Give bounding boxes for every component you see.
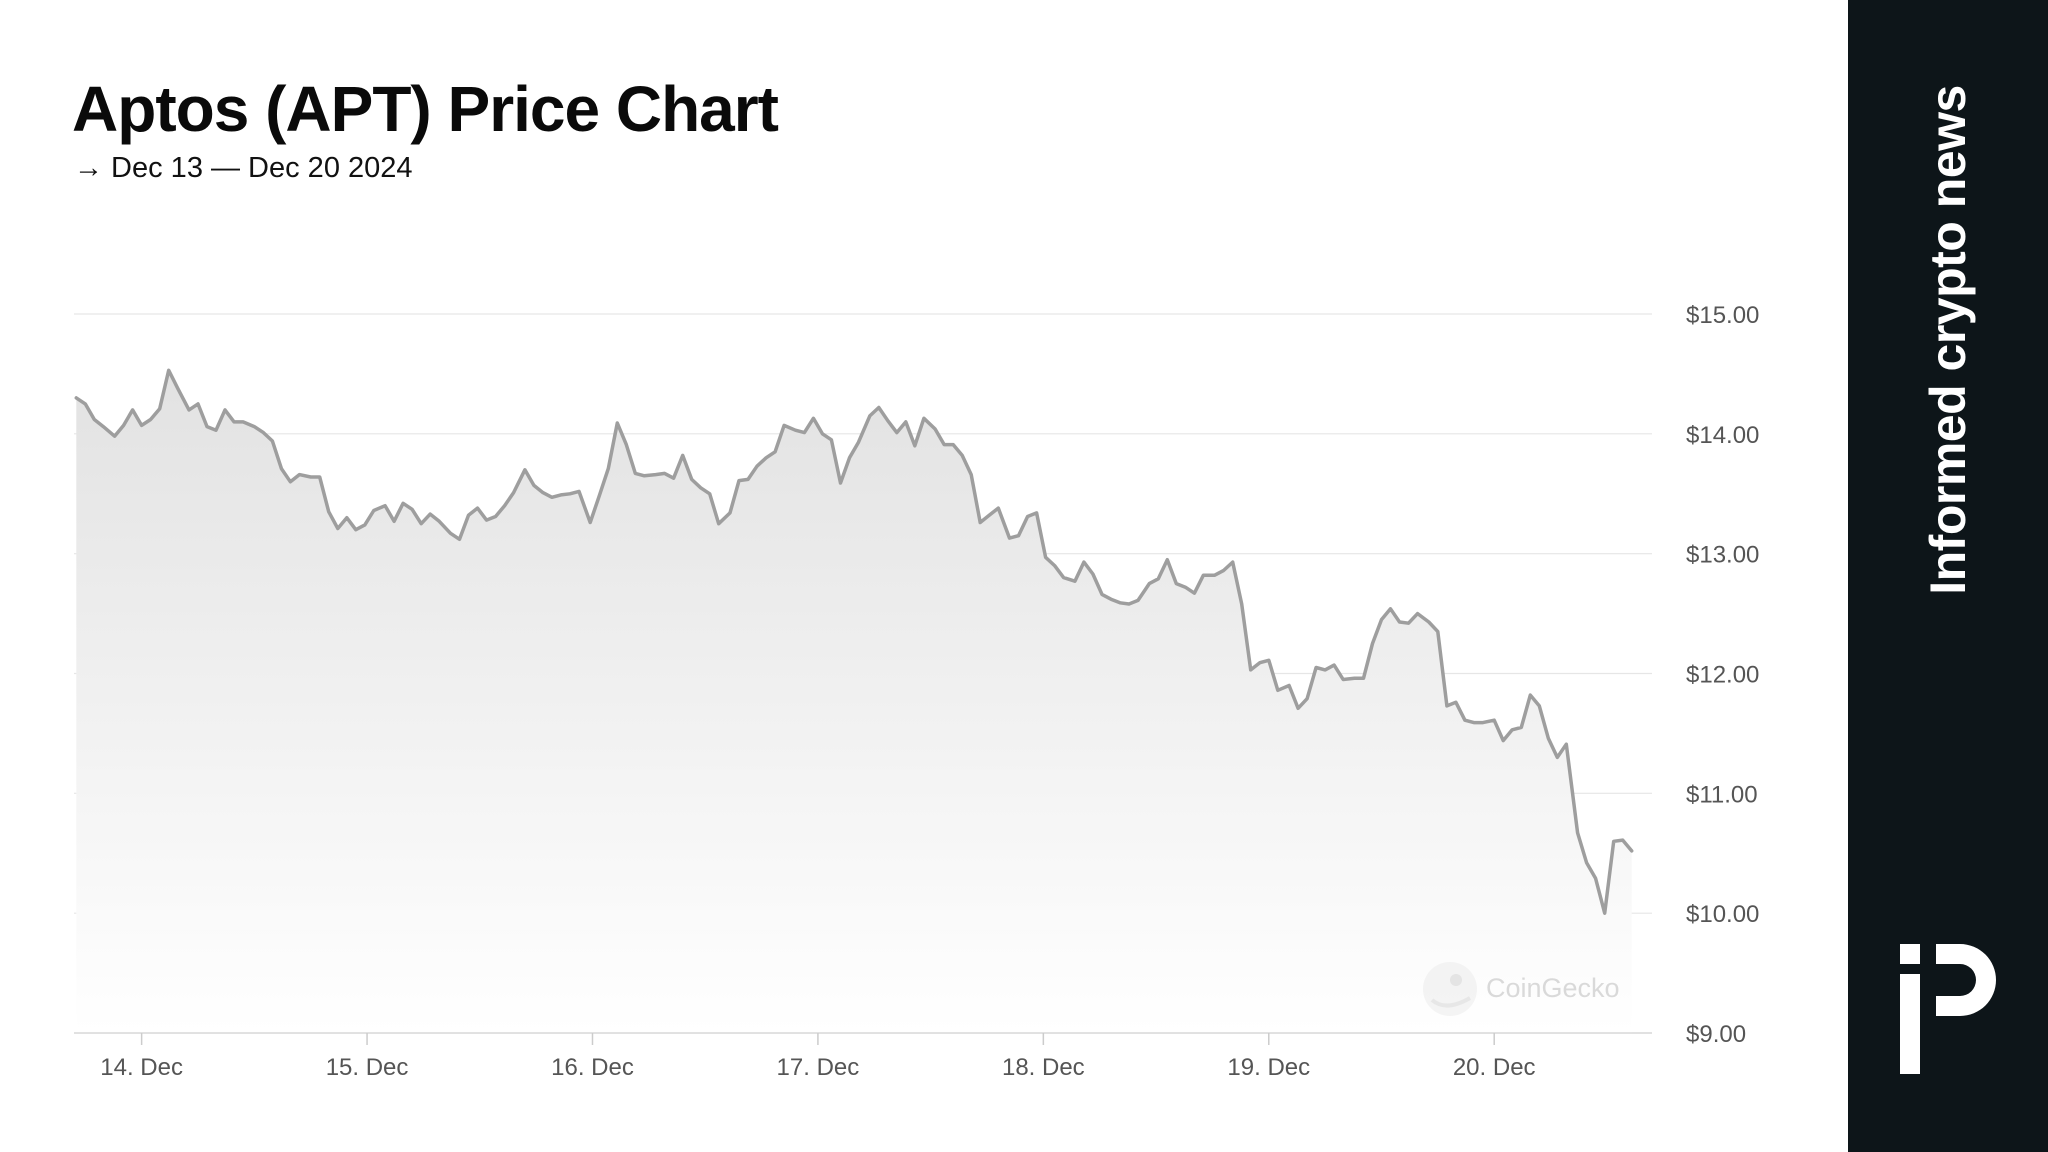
tagline: Informed crypto news: [1920, 85, 1976, 595]
y-tick-label: $14.00: [1686, 422, 1759, 449]
y-axis-ticks: $15.00 $14.00 $13.00 $12.00 $11.00 $10.00 $9.0…: [1686, 302, 1759, 1048]
price-chart: CoinGecko 14. Dec 15. Dec 16. Dec 17. Dec 18…: [74, 302, 1759, 1081]
x-tick-label: 16. Dec: [551, 1054, 634, 1081]
y-tick-label: $13.00: [1686, 542, 1759, 569]
gecko-mark: [1430, 996, 1472, 1008]
gecko-eye: [1450, 974, 1462, 986]
x-tick-label: 15. Dec: [326, 1054, 409, 1081]
x-axis-ticks: 14. Dec 15. Dec 16. Dec 17. Dec 18. Dec 19. D…: [100, 1033, 1536, 1081]
y-tick-label: $11.00: [1686, 781, 1758, 808]
date-range-subtitle: → Dec 13 — Dec 20 2024: [74, 152, 413, 184]
gecko-icon: [1423, 962, 1477, 1016]
x-tick-label: 17. Dec: [777, 1054, 860, 1081]
brand-sidebar: Informed crypto news: [1848, 0, 2048, 1152]
chart-panel: Aptos (APT) Price Chart → Dec 13 — Dec 2…: [72, 73, 1760, 1081]
y-tick-label: $15.00: [1686, 302, 1759, 329]
watermark-text: CoinGecko: [1486, 973, 1620, 1003]
coingecko-watermark: CoinGecko: [1423, 962, 1620, 1016]
brand-monogram-icon: [1900, 944, 1996, 1074]
price-line: [74, 368, 1634, 915]
price-area-fill: [76, 370, 1632, 1033]
y-tick-label: $10.00: [1686, 901, 1759, 928]
x-tick-label: 20. Dec: [1453, 1054, 1536, 1081]
tagline-container: Informed crypto news: [1848, 75, 2048, 605]
x-tick-label: 14. Dec: [100, 1054, 183, 1081]
page-title: Aptos (APT) Price Chart: [72, 73, 779, 145]
x-tick-label: 19. Dec: [1227, 1054, 1310, 1081]
y-tick-label: $9.00: [1686, 1021, 1746, 1048]
y-tick-label: $12.00: [1686, 662, 1759, 689]
x-tick-label: 18. Dec: [1002, 1054, 1085, 1081]
